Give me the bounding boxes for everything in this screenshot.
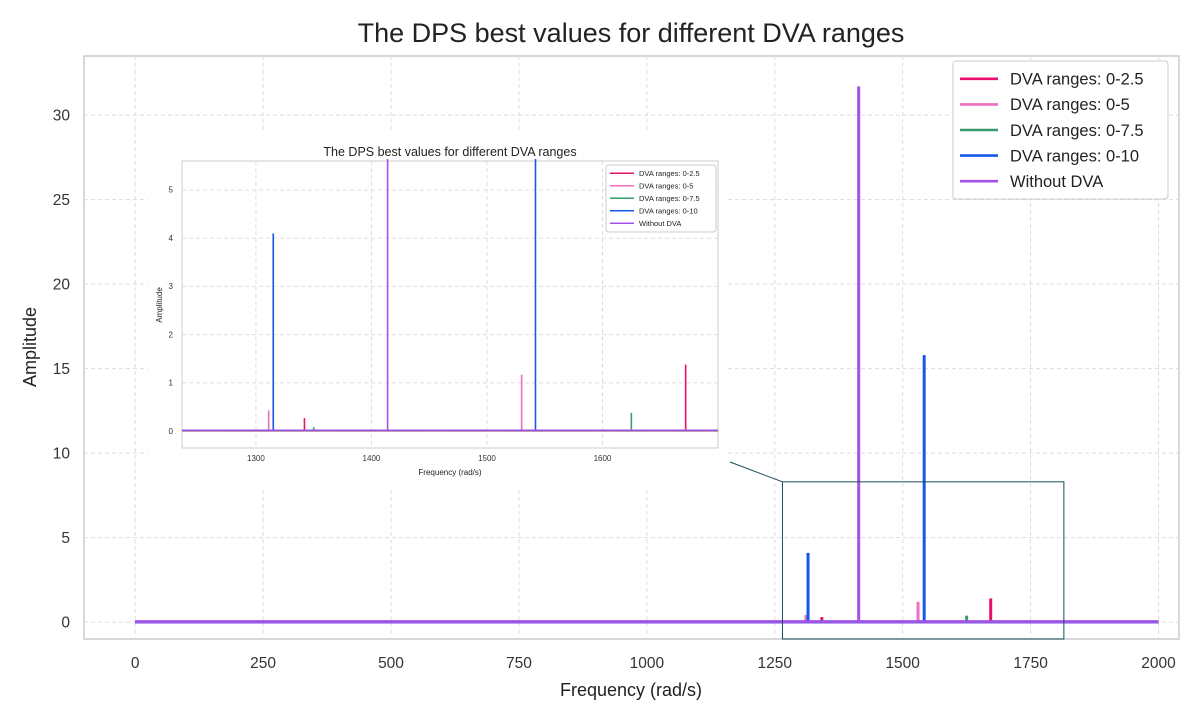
inset-legend-box [605,164,717,233]
main-legend-label: Without DVA [1010,173,1103,191]
main-series-4 [135,86,1159,624]
inset-x-ticks: 1300 1400 1500 1600 [247,454,612,463]
inset-y-tick-label: 1 [169,379,174,388]
inset-x-axis-label: Frequency (rad/s) [418,468,481,477]
inset-title: The DPS best values for different DVA ra… [323,145,576,159]
main-x-axis-label: Frequency (rad/s) [560,680,702,700]
main-y-tick-label: 25 [53,192,70,209]
main-x-tick-label: 1500 [885,655,920,672]
main-y-tick-label: 20 [53,277,71,294]
main-legend-label: DVA ranges: 0-10 [1010,147,1139,165]
main-title: The DPS best values for different DVA ra… [358,18,905,48]
zoom-region-box [781,481,1065,640]
main-x-tick-label: 0 [131,655,140,672]
inset-x-tick-label: 1600 [594,454,612,463]
main-legend-label: DVA ranges: 0-5 [1010,96,1130,114]
zoom-connector-line [729,461,783,483]
inset-y-tick-label: 0 [169,427,174,436]
main-legend-label: DVA ranges: 0-2.5 [1010,71,1144,89]
main-x-tick-label: 2000 [1141,655,1176,672]
inset-legend: DVA ranges: 0-2.5 DVA ranges: 0-5 DVA rang… [605,164,717,233]
main-series-group [135,86,1159,624]
inset-legend-label: DVA ranges: 0-5 [639,181,693,190]
main-y-tick-label: 30 [53,108,71,125]
main-y-ticks: 0 5 10 15 20 25 30 [53,108,71,632]
main-y-tick-label: 10 [53,446,71,463]
main-x-tick-label: 1000 [630,655,665,672]
main-x-tick-label: 500 [378,655,404,672]
main-y-tick-label: 0 [61,615,70,632]
inset-y-axis-label: Amplitude [155,287,164,323]
main-x-tick-label: 750 [506,655,532,672]
main-legend: DVA ranges: 0-2.5 DVA ranges: 0-5 DVA rang… [952,60,1169,200]
inset-x-tick-label: 1400 [363,454,381,463]
inset-y-tick-label: 2 [169,330,174,339]
main-x-tick-label: 1750 [1013,655,1048,672]
inset-legend-label: Without DVA [639,219,681,228]
inset-y-ticks: 0 1 2 3 4 5 [169,186,174,436]
inset-y-tick-label: 5 [169,186,174,195]
main-y-tick-label: 5 [61,530,70,547]
inset-x-tick-label: 1500 [478,454,496,463]
main-legend-label: DVA ranges: 0-7.5 [1010,122,1144,140]
main-x-tick-label: 250 [250,655,276,672]
main-legend-box [952,60,1169,200]
main-y-tick-label: 15 [53,361,70,378]
inset-y-tick-label: 4 [169,234,174,243]
main-x-tick-label: 1250 [758,655,793,672]
inset-legend-label: DVA ranges: 0-2.5 [639,169,700,178]
main-y-axis-label: Amplitude [20,307,40,387]
inset-grid [182,161,718,448]
inset-y-tick-label: 3 [169,282,174,291]
main-x-ticks: 0 250 500 750 1000 1250 1500 1750 2000 [131,655,1176,672]
inset-legend-label: DVA ranges: 0-10 [639,206,698,215]
inset-legend-label: DVA ranges: 0-7.5 [639,194,700,203]
inset-series-group [182,159,718,432]
inset-x-tick-label: 1300 [247,454,265,463]
inset-series-4 [182,159,718,431]
